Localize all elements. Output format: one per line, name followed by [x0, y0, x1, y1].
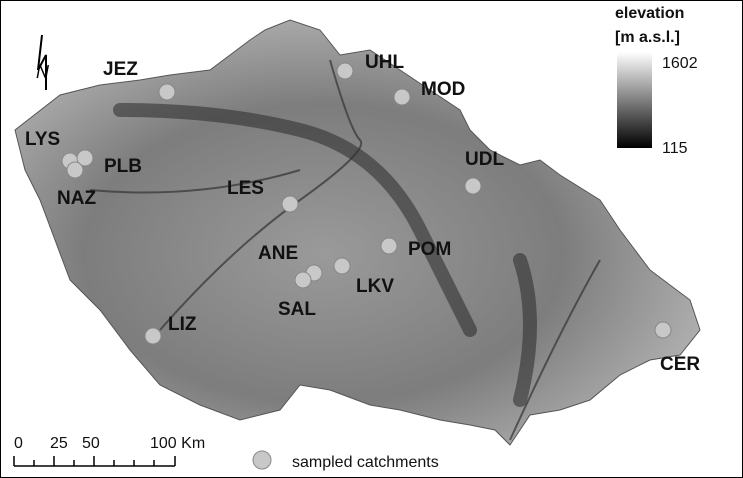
legend-marker — [253, 451, 271, 469]
site-label: CER — [660, 354, 700, 375]
legend-title: elevation — [615, 5, 684, 22]
site-label: UDL — [465, 149, 504, 170]
site-marker — [295, 272, 311, 288]
site-label: LIZ — [168, 314, 197, 335]
legend-min: 115 — [662, 140, 688, 157]
scale-label: 25 — [50, 435, 68, 452]
site-label: JEZ — [103, 59, 138, 80]
scale-label: 0 — [14, 435, 23, 452]
site-label: NAZ — [57, 188, 96, 209]
legend-max: 1602 — [662, 55, 698, 72]
site-label: LYS — [25, 129, 60, 150]
scale-label: 100 Km — [150, 435, 205, 452]
scale-label: 50 — [82, 435, 100, 452]
site-label: POM — [408, 239, 451, 260]
site-label: MOD — [421, 79, 465, 100]
site-marker — [394, 89, 410, 105]
site-label: SAL — [278, 299, 316, 320]
legend-marker-label: sampled catchments — [292, 454, 439, 471]
site-marker — [334, 258, 350, 274]
site-marker — [159, 84, 175, 100]
site-marker — [381, 238, 397, 254]
legend-unit: [m a.s.l.] — [615, 29, 680, 46]
site-marker — [282, 196, 298, 212]
site-label: LES — [227, 178, 264, 199]
map-figure: N elevation [m a.s.l.] 1602 115 0 25 50 100… — [0, 0, 743, 478]
site-marker — [655, 322, 671, 338]
site-label: ANE — [258, 243, 298, 264]
site-marker — [145, 328, 161, 344]
site-label: LKV — [356, 276, 394, 297]
site-marker — [337, 63, 353, 79]
site-marker — [465, 178, 481, 194]
north-label: N — [36, 62, 50, 82]
colorbar — [617, 52, 652, 148]
site-label: PLB — [104, 156, 142, 177]
site-marker — [67, 162, 83, 178]
site-label: UHL — [365, 52, 404, 73]
